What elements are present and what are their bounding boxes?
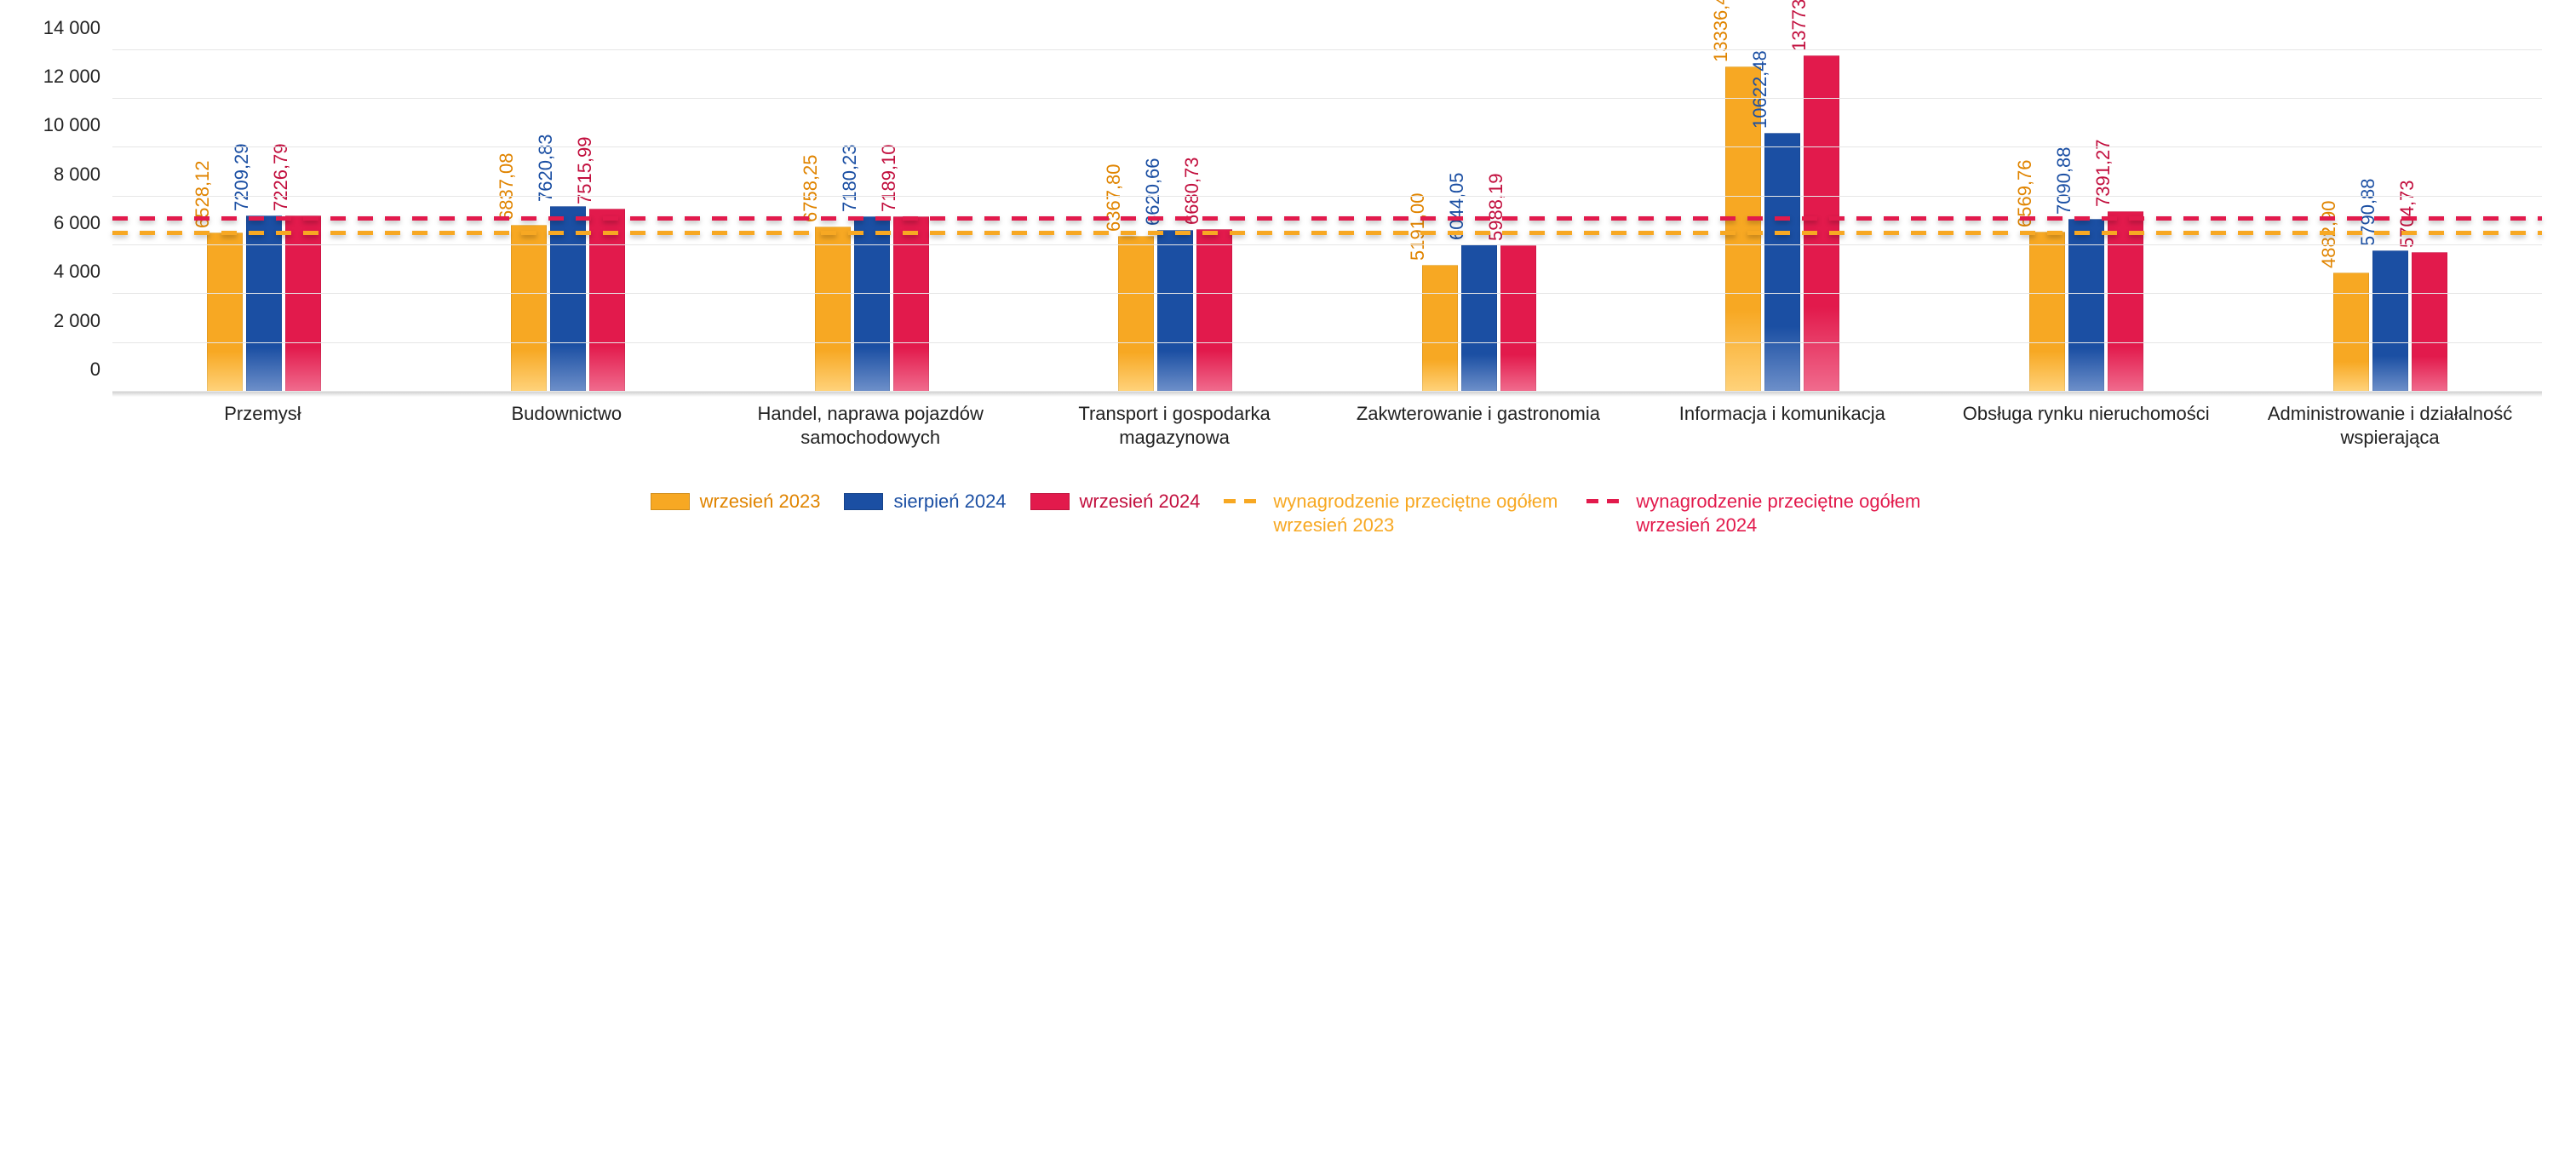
bar-value-label: 7620,83 [535,134,557,202]
bar-value-label: 13773,80 [1788,0,1810,51]
y-tick-label: 0 [90,359,112,381]
bar-value-label: 5790,88 [2357,178,2379,246]
bar: 7226,79 [285,215,321,392]
legend-label: wynagrodzenie przeciętne ogółem wrzesień… [1636,490,1925,537]
bar: 6367,80 [1118,236,1154,392]
x-axis-label: Administrowanie i działalność wspierając… [2238,402,2542,449]
bar-group: 6758,257180,237189,10 [720,26,1024,392]
bar-value-label: 5191,00 [1407,193,1429,261]
bar: 6569,76 [2029,232,2065,392]
bar: 6528,12 [207,232,243,392]
bar: 7515,99 [589,209,625,392]
bar-group: 4882,905790,885704,73 [2238,26,2542,392]
bar: 6758,25 [815,227,851,392]
bar: 10622,48 [1764,133,1800,393]
y-tick-label: 6 000 [54,212,112,234]
salary-by-sector-chart: 6528,127209,297226,796837,087620,837515,… [0,0,2576,562]
bar-value-label: 7391,27 [2092,140,2114,208]
legend-item: wrzesień 2023 [651,490,821,514]
legend-label: wrzesień 2023 [700,490,821,514]
legend-item: sierpień 2024 [844,490,1006,514]
legend-swatch-bar [1030,493,1070,510]
y-tick-label: 14 000 [43,17,112,39]
bar-value-label: 7090,88 [2053,146,2075,215]
gridline [112,49,2542,50]
y-tick-label: 10 000 [43,114,112,136]
bar-value-label: 13336,43 [1710,0,1732,62]
bar-value-label: 5704,73 [2396,181,2418,249]
plot-area: 6528,127209,297226,796837,087620,837515,… [111,26,2542,392]
legend-label: wrzesień 2024 [1080,490,1201,514]
bar-value-label: 7226,79 [270,143,292,211]
x-axis-label: Zakwterowanie i gastronomia [1327,402,1631,449]
bar: 5988,19 [1500,245,1536,392]
legend-label: sierpień 2024 [893,490,1006,514]
bar-group: 6367,806620,666680,73 [1024,26,1328,392]
bar-value-label: 7209,29 [231,144,253,212]
x-axis-label: Przemysł [111,402,415,449]
legend-item: wynagrodzenie przeciętne ogółem wrzesień… [1586,490,1925,537]
bar-group: 6837,08 7620,83 7515,99 [416,26,720,392]
y-tick-label: 2 000 [54,310,112,332]
bar-value-label: 6367,80 [1103,164,1125,232]
gridline [112,391,2542,392]
gridline [112,146,2542,147]
x-axis-label: Informacja i komunikacja [1630,402,1934,449]
gridline [112,98,2542,99]
bar: 5191,00 [1422,265,1458,392]
bar-group: 6569,76 7090,88 7391,27 [1935,26,2239,392]
x-axis-label: Obsługa rynku nieruchomości [1934,402,2238,449]
bar: 7209,29 [246,215,282,392]
bar: 5704,73 [2412,252,2447,392]
legend-swatch-bar [844,493,883,510]
bar: 7180,23 [854,216,890,392]
bar-group: 6528,127209,297226,79 [112,26,416,392]
gridline [112,342,2542,343]
bar: 4882,90 [2333,273,2369,392]
legend-swatch-dash [1586,499,1626,503]
gridline [112,244,2542,245]
bar: 7189,10 [893,216,929,392]
bar-value-label: 6044,05 [1446,172,1468,240]
bar: 6044,05 [1461,244,1497,392]
legend-item: wrzesień 2024 [1030,490,1201,514]
legend-label: wynagrodzenie przeciętne ogółem wrzesień… [1273,490,1563,537]
bar: 5790,88 [2372,250,2408,392]
bar-value-label: 6837,08 [496,152,518,221]
bar-value-label: 7189,10 [878,144,900,212]
bar-value-label: 7180,23 [839,145,861,213]
bar: 6837,08 [511,225,547,392]
bar-value-label: 10622,48 [1749,50,1771,129]
gridline [112,293,2542,294]
bar-group: 5191,006044,055988,19 [1328,26,1632,392]
bar: 6620,66 [1157,230,1193,392]
legend-swatch-bar [651,493,690,510]
bar: 7391,27 [2108,211,2143,392]
y-tick-label: 12 000 [43,66,112,88]
bar-value-label: 6680,73 [1181,157,1203,225]
x-axis-label: Budownictwo [415,402,719,449]
bar-group: 13336,4310622,4813773,80 [1631,26,1935,392]
gridline [112,196,2542,197]
bar: 6680,73 [1196,229,1232,393]
x-axis-label: Transport i gospodarka magazynowa [1023,402,1327,449]
y-tick-label: 8 000 [54,164,112,186]
legend: wrzesień 2023 sierpień 2024 wrzesień 2024 w… [34,490,2542,537]
y-tick-label: 4 000 [54,261,112,283]
legend-swatch-dash [1224,499,1263,503]
bar-value-label: 6758,25 [800,155,822,223]
x-axis-label: Handel, naprawa pojazdów samochodowych [719,402,1023,449]
legend-item: wynagrodzenie przeciętne ogółem wrzesień… [1224,490,1563,537]
